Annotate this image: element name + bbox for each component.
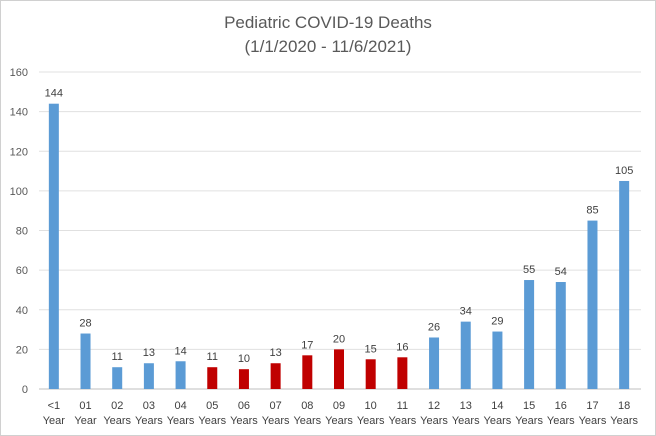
- x-tick-label: 04: [174, 400, 186, 412]
- x-tick-label-unit: Years: [515, 415, 543, 427]
- x-tick-label-unit: Years: [547, 415, 575, 427]
- x-tick-label-unit: Years: [103, 415, 131, 427]
- data-label: 13: [270, 347, 282, 359]
- bars: [48, 103, 630, 389]
- data-label: 26: [428, 321, 440, 333]
- bar: [460, 321, 471, 389]
- x-tick-label-unit: Years: [293, 415, 321, 427]
- y-tick-label: 100: [10, 186, 28, 198]
- x-tick-label-unit: Years: [230, 415, 258, 427]
- y-tick-label: 80: [16, 226, 28, 238]
- data-label: 55: [523, 264, 535, 276]
- data-label: 17: [301, 339, 313, 351]
- x-tick-label-unit: Years: [452, 415, 480, 427]
- x-axis-categories: <1 Year 01 Year 02 Years 03 Years 04 Years 05 Years…: [43, 400, 639, 427]
- data-label: 14: [174, 345, 186, 357]
- chart-title: Pediatric COVID-19 Deaths: [224, 13, 432, 32]
- x-tick-label-unit: Years: [167, 415, 195, 427]
- y-tick-label: 160: [10, 67, 28, 79]
- x-tick-label-unit: Year: [43, 415, 66, 427]
- x-tick-label-unit: Years: [262, 415, 290, 427]
- data-label: 10: [238, 353, 250, 365]
- bar: [80, 333, 91, 389]
- bar: [334, 349, 344, 389]
- y-axis-ticks: 0 20 40 60 80 100 120 140 160: [10, 67, 28, 396]
- data-label: 16: [396, 341, 408, 353]
- data-label: 13: [143, 347, 155, 359]
- x-tick-label-unit: Years: [135, 415, 163, 427]
- x-tick-label: 11: [397, 400, 408, 412]
- y-tick-label: 140: [10, 107, 28, 119]
- bar: [587, 220, 598, 389]
- data-label: 54: [555, 266, 567, 278]
- bar: [619, 180, 630, 389]
- x-tick-label: 06: [238, 400, 250, 412]
- bar: [238, 369, 249, 389]
- bar: [524, 280, 535, 389]
- bar: [365, 359, 376, 389]
- bar: [492, 331, 503, 389]
- chart-subtitle: (1/1/2020 - 11/6/2021): [245, 37, 412, 56]
- bar: [143, 363, 154, 389]
- data-label: 15: [365, 343, 377, 355]
- data-label: 20: [333, 333, 345, 345]
- x-tick-label: 01: [79, 400, 91, 412]
- bar: [302, 355, 313, 389]
- x-tick-label: 03: [143, 400, 155, 412]
- x-tick-label: 05: [206, 400, 218, 412]
- x-tick-label-unit: Years: [484, 415, 512, 427]
- x-tick-label: 10: [365, 400, 377, 412]
- x-tick-label-unit: Year: [74, 415, 97, 427]
- y-tick-label: 20: [16, 344, 28, 356]
- y-tick-label: 40: [16, 305, 28, 317]
- bar: [207, 367, 218, 389]
- x-tick-label: 12: [428, 400, 440, 412]
- data-labels: 144 28 11 13 14 11 10 13 17 20 15 16 26 34 29 55 54 85 105: [45, 88, 634, 365]
- x-tick-label: 09: [333, 400, 345, 412]
- x-tick-label: 08: [301, 400, 313, 412]
- bar: [112, 367, 123, 389]
- y-tick-label: 60: [16, 265, 28, 277]
- x-tick-label: 15: [523, 400, 535, 412]
- x-tick-label-unit: Years: [198, 415, 226, 427]
- x-tick-label: <1: [48, 400, 61, 412]
- y-tick-label: 0: [22, 384, 28, 396]
- data-label: 34: [460, 306, 472, 318]
- data-label: 28: [79, 318, 91, 330]
- x-tick-label-unit: Years: [610, 415, 638, 427]
- x-tick-label: 14: [491, 400, 503, 412]
- x-tick-label: 13: [460, 400, 472, 412]
- x-tick-label: 16: [555, 400, 567, 412]
- x-tick-label: 17: [586, 400, 598, 412]
- bar: [429, 337, 440, 389]
- bar: [270, 363, 281, 389]
- x-tick-label: 02: [111, 400, 123, 412]
- data-label: 85: [586, 205, 598, 217]
- x-tick-label: 07: [270, 400, 282, 412]
- data-label: 144: [45, 88, 63, 100]
- x-tick-label-unit: Years: [357, 415, 385, 427]
- x-tick-label-unit: Years: [389, 415, 417, 427]
- x-tick-label-unit: Years: [420, 415, 448, 427]
- bar: [175, 361, 186, 389]
- bar: [555, 282, 566, 389]
- data-label: 29: [491, 316, 503, 328]
- data-label: 11: [207, 351, 218, 363]
- x-tick-label-unit: Years: [579, 415, 607, 427]
- x-tick-label: 18: [618, 400, 630, 412]
- y-tick-label: 120: [10, 146, 28, 158]
- bar: [397, 357, 408, 389]
- x-tick-label-unit: Years: [325, 415, 353, 427]
- bar: [48, 103, 59, 389]
- data-label: 105: [615, 165, 633, 177]
- gridlines: [39, 71, 641, 390]
- data-label: 11: [111, 351, 122, 363]
